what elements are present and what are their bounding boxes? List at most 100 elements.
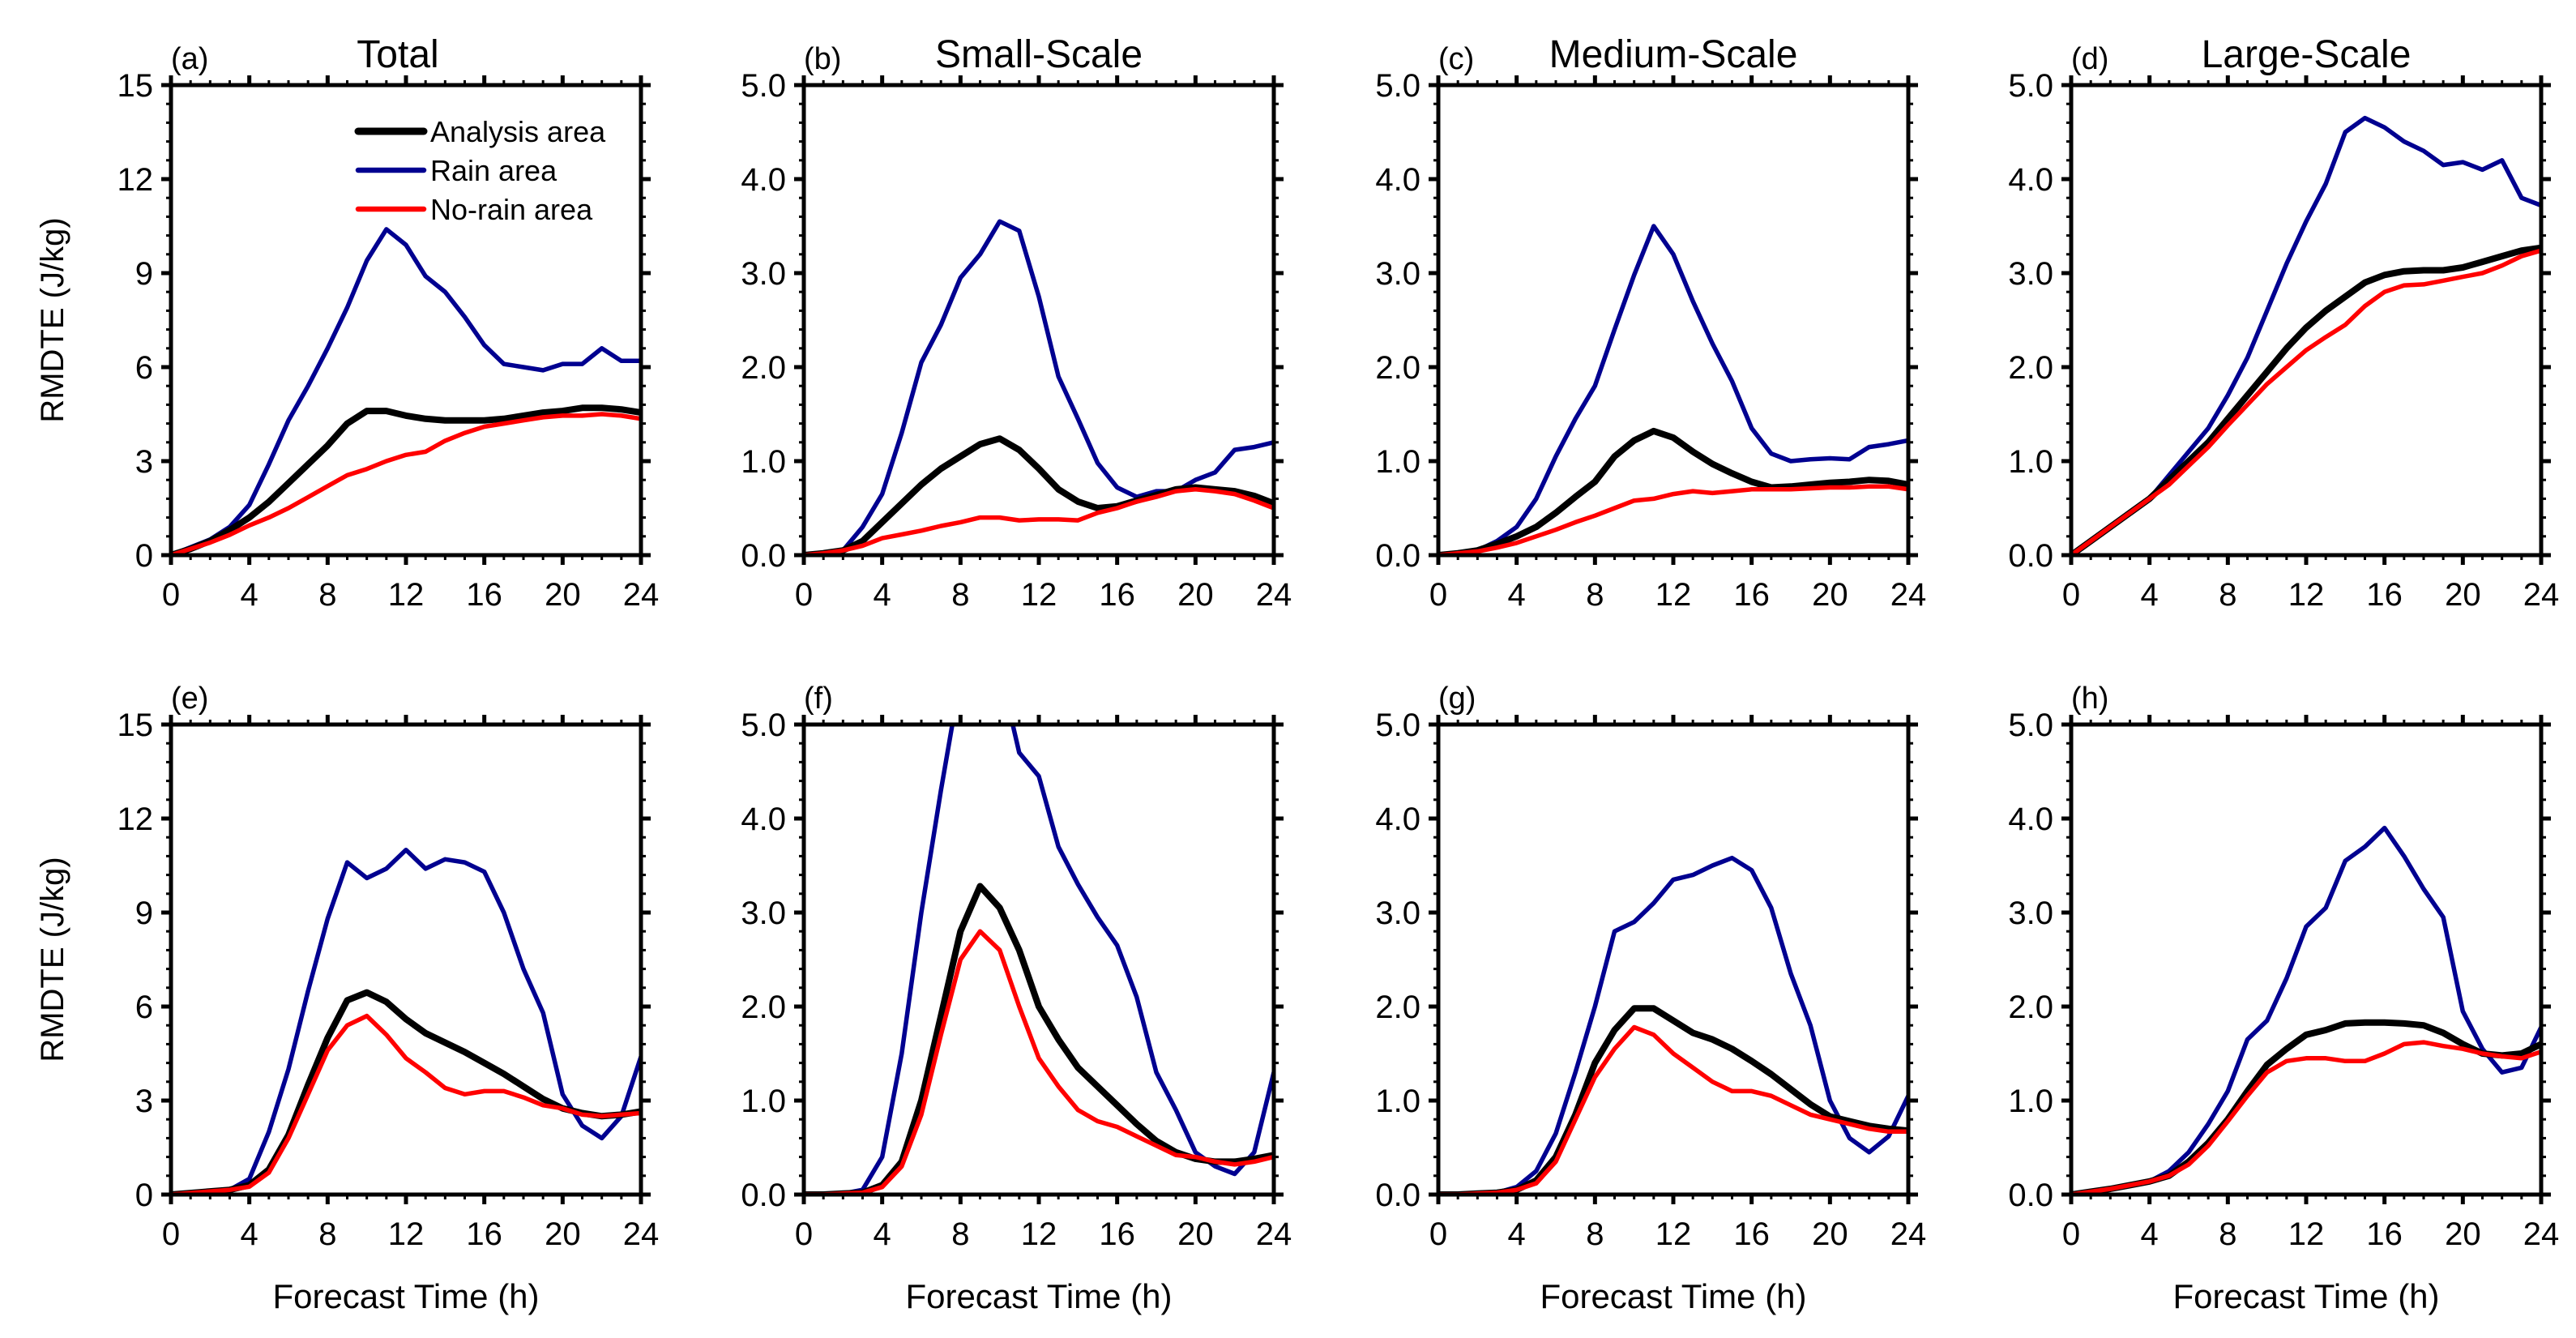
y-tick-label: 3.0 bbox=[2008, 256, 2053, 292]
series-group bbox=[171, 847, 641, 1195]
series-group bbox=[1438, 855, 1908, 1195]
series-line-no-rain-area bbox=[1438, 484, 1908, 555]
plot-frame bbox=[801, 722, 1276, 1197]
y-tick-label: 1.0 bbox=[741, 444, 786, 480]
panel-title: Small-Scale bbox=[935, 33, 1143, 76]
y-tick-label: 1.0 bbox=[1375, 444, 1420, 480]
y-tick-label: 4.0 bbox=[1375, 802, 1420, 837]
series-line-rain-area bbox=[171, 847, 641, 1195]
plot-frame bbox=[1436, 722, 1911, 1197]
panel-a: 0 4 8 12 16 20 24 0 3 6 9 12 15 (a) Total RMDTE (J/kg) bbox=[35, 33, 659, 613]
x-tick-label: 4 bbox=[2141, 577, 2159, 613]
plot-frame bbox=[801, 83, 1276, 558]
series-line-rain-area bbox=[2071, 825, 2541, 1195]
y-tick-label: 4.0 bbox=[2008, 802, 2053, 837]
y-tick-label: 3.0 bbox=[741, 256, 786, 292]
series-line-no-rain-area bbox=[804, 929, 1274, 1195]
x-tick-label: 4 bbox=[874, 577, 891, 613]
panel-g: 0 4 8 12 16 20 24 0.0 1.0 2.0 3.0 4.0 5.0 (g) Forecast… bbox=[1375, 682, 1926, 1315]
x-tick-label: 4 bbox=[1508, 577, 1526, 613]
y-tick-label: 2.0 bbox=[741, 990, 786, 1025]
x-tick-label: 20 bbox=[1812, 1216, 1848, 1252]
x-tick-label: 8 bbox=[1586, 1216, 1604, 1252]
y-tick-label: 9 bbox=[135, 256, 153, 292]
x-tick-label: 8 bbox=[318, 1216, 336, 1252]
y-tick-label: 4.0 bbox=[1375, 162, 1420, 198]
series-line-no-rain-area bbox=[171, 1013, 641, 1195]
y-tick-label: 6 bbox=[135, 350, 153, 386]
x-tick-label: 0 bbox=[162, 1216, 180, 1252]
y-tick-label: 12 bbox=[117, 162, 154, 198]
series-line-analysis-area bbox=[2071, 244, 2541, 555]
y-tick-label: 4.0 bbox=[741, 162, 786, 198]
x-tick-label: 12 bbox=[2288, 577, 2325, 613]
x-tick-label: 16 bbox=[2366, 577, 2403, 613]
y-tick-label: 6 bbox=[135, 990, 153, 1025]
x-tick-label: 8 bbox=[318, 577, 336, 613]
series-group bbox=[804, 219, 1274, 555]
x-tick-label: 12 bbox=[1021, 1216, 1057, 1252]
y-tick-label: 1.0 bbox=[2008, 444, 2053, 480]
plot-frame bbox=[1436, 83, 1911, 558]
x-tick-label: 0 bbox=[795, 577, 813, 613]
x-tick-label: 8 bbox=[1586, 577, 1604, 613]
panel-f: 0 4 8 12 16 20 24 0.0 1.0 2.0 3.0 4.0 5.0 (f) Forecast… bbox=[741, 682, 1292, 1315]
x-tick-label: 8 bbox=[2219, 577, 2236, 613]
x-tick-label: 20 bbox=[545, 1216, 581, 1252]
series-group bbox=[171, 227, 641, 555]
y-tick-label: 5.0 bbox=[2008, 68, 2053, 104]
x-tick-label: 12 bbox=[1655, 1216, 1692, 1252]
x-tick-label: 4 bbox=[874, 1216, 891, 1252]
panel-label: (b) bbox=[804, 42, 841, 76]
panel-title: Total bbox=[357, 33, 438, 76]
series-line-analysis-area bbox=[804, 883, 1274, 1195]
x-tick-label: 16 bbox=[1099, 577, 1135, 613]
series-line-analysis-area bbox=[171, 404, 641, 555]
y-tick-label: 1.0 bbox=[2008, 1084, 2053, 1119]
x-tick-label: 8 bbox=[951, 1216, 969, 1252]
x-axis-title: Forecast Time (h) bbox=[1540, 1277, 1806, 1315]
x-tick-label: 8 bbox=[951, 577, 969, 613]
plot-frame bbox=[2069, 83, 2544, 558]
x-tick-label: 4 bbox=[241, 577, 258, 613]
y-tick-label: 0 bbox=[135, 538, 153, 574]
y-tick-label: 5.0 bbox=[741, 68, 786, 104]
y-tick-label: 3.0 bbox=[2008, 896, 2053, 931]
series-line-rain-area bbox=[804, 219, 1274, 555]
series-line-no-rain-area bbox=[2071, 248, 2541, 555]
x-tick-label: 24 bbox=[1890, 1216, 1927, 1252]
legend-label: Rain area bbox=[430, 154, 557, 187]
y-tick-label: 2.0 bbox=[741, 350, 786, 386]
panel-label: (a) bbox=[171, 42, 208, 76]
x-axis-title: Forecast Time (h) bbox=[272, 1277, 539, 1315]
y-tick-label: 0.0 bbox=[1375, 1178, 1420, 1213]
x-tick-label: 12 bbox=[1021, 577, 1057, 613]
y-tick-label: 12 bbox=[117, 802, 154, 837]
x-tick-label: 16 bbox=[1733, 1216, 1770, 1252]
x-tick-label: 24 bbox=[1890, 577, 1927, 613]
panel-label: (h) bbox=[2071, 682, 2108, 716]
y-tick-label: 0.0 bbox=[2008, 538, 2053, 574]
panel-title: Medium-Scale bbox=[1549, 33, 1798, 76]
series-line-rain-area bbox=[804, 725, 1274, 1195]
y-tick-label: 4.0 bbox=[2008, 162, 2053, 198]
y-tick-label: 0.0 bbox=[1375, 538, 1420, 574]
series-group bbox=[2071, 115, 2541, 555]
x-tick-label: 8 bbox=[2219, 1216, 2236, 1252]
series-line-analysis-area bbox=[804, 435, 1274, 555]
plot-frame bbox=[2069, 722, 2544, 1197]
plot-frame bbox=[169, 83, 643, 558]
series-line-no-rain-area bbox=[1438, 1024, 1908, 1195]
y-tick-label: 4.0 bbox=[741, 802, 786, 837]
x-tick-label: 24 bbox=[2523, 577, 2560, 613]
x-tick-label: 0 bbox=[2062, 1216, 2080, 1252]
x-tick-label: 16 bbox=[1733, 577, 1770, 613]
x-tick-label: 24 bbox=[623, 577, 660, 613]
y-tick-label: 5.0 bbox=[1375, 68, 1420, 104]
series-group bbox=[804, 725, 1274, 1195]
x-tick-label: 4 bbox=[1508, 1216, 1526, 1252]
y-tick-label: 1.0 bbox=[1375, 1084, 1420, 1119]
x-tick-label: 4 bbox=[2141, 1216, 2159, 1252]
y-tick-label: 2.0 bbox=[1375, 350, 1420, 386]
